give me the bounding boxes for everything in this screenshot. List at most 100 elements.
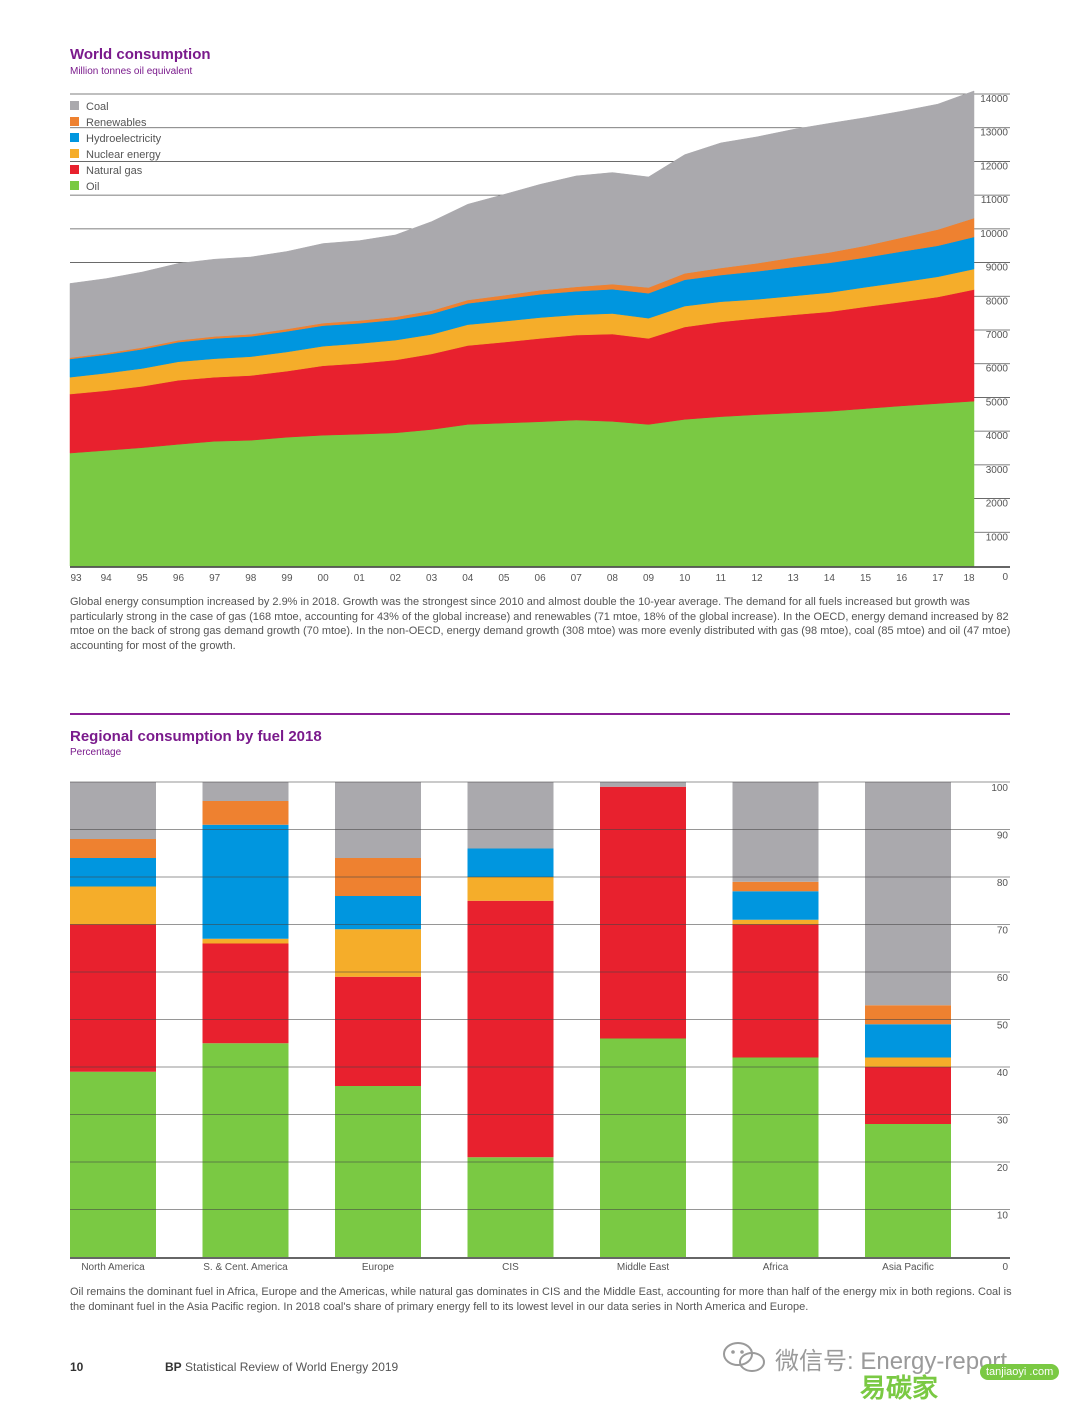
legend-swatch — [70, 181, 79, 190]
y-tick-label: 1000 — [986, 532, 1009, 543]
bar-segment-hydroelectricity — [732, 891, 819, 920]
x-tick-label: 13 — [788, 573, 800, 584]
y-tick-label: 100 — [991, 783, 1008, 794]
y-tick-label: 10000 — [980, 229, 1008, 240]
bar-segment-natural-gas — [467, 900, 554, 1158]
y-tick-label: 30 — [997, 1116, 1009, 1127]
category-label: Asia Pacific — [882, 1262, 934, 1273]
legend-label: Natural gas — [86, 165, 143, 177]
x-tick-label: 07 — [571, 573, 583, 584]
x-tick-label: 08 — [607, 573, 619, 584]
x-tick-label: 17 — [932, 573, 944, 584]
legend-swatch — [70, 117, 79, 126]
x-tick-label: 12 — [751, 573, 763, 584]
watermark-brand: 易碳家 — [860, 1373, 939, 1403]
x-tick-label: 02 — [390, 573, 402, 584]
x-tick-label: 96 — [173, 573, 185, 584]
x-tick-label: 01 — [354, 573, 366, 584]
page-number: 10 — [70, 1360, 84, 1374]
bar-segment-renewables — [202, 801, 289, 825]
bar-segment-nuclear-energy — [865, 1057, 951, 1067]
y-tick-label: 4000 — [986, 431, 1009, 442]
y-tick-label: 80 — [997, 878, 1009, 889]
y-tick-label: 5000 — [986, 397, 1009, 408]
legend-label: Renewables — [86, 117, 147, 129]
bar-segment-coal — [335, 782, 421, 858]
y-tick-label: 8000 — [986, 296, 1009, 307]
y-tick-label: 50 — [997, 1021, 1009, 1032]
legend-label: Nuclear energy — [86, 149, 161, 161]
y-tick-label: 10 — [997, 1211, 1009, 1222]
bar-segment-hydroelectricity — [202, 824, 289, 939]
x-tick-label: 94 — [101, 573, 113, 584]
y-tick-label: 2000 — [986, 499, 1009, 510]
y-tick-label: 40 — [997, 1068, 1009, 1079]
bar-segment-hydroelectricity — [335, 896, 421, 930]
bar-segment-hydroelectricity — [865, 1024, 951, 1058]
y-tick-label: 20 — [997, 1163, 1009, 1174]
y-tick-label: 9000 — [986, 263, 1009, 274]
y-tick-label: 14000 — [980, 94, 1008, 105]
legend-swatch — [70, 149, 79, 158]
y-tick-label: 13000 — [980, 128, 1008, 139]
bar-segment-hydroelectricity — [467, 848, 554, 877]
bar-segment-hydroelectricity — [70, 858, 156, 887]
regional-chart-subtitle: Percentage — [70, 747, 122, 758]
bar-segment-natural-gas — [202, 943, 289, 1044]
x-tick-label: 10 — [679, 573, 691, 584]
bar-segment-oil — [335, 1086, 421, 1257]
y-tick-label: 90 — [997, 831, 1009, 842]
bar-segment-natural-gas — [865, 1067, 951, 1124]
bar-segment-nuclear-energy — [70, 886, 156, 925]
x-tick-label: 16 — [896, 573, 908, 584]
x-tick-label: 05 — [498, 573, 510, 584]
y-tick-label: 7000 — [986, 330, 1009, 341]
bar-segment-natural-gas — [732, 924, 819, 1058]
bar-segment-nuclear-energy — [732, 919, 819, 925]
bar-segment-natural-gas — [70, 924, 156, 1072]
bar-segment-coal — [70, 782, 156, 839]
x-tick-label: 97 — [209, 573, 221, 584]
x-tick-label: 06 — [535, 573, 547, 584]
bar-segment-coal — [865, 782, 951, 1006]
bar-segment-oil — [865, 1124, 951, 1257]
bar-segment-coal — [600, 782, 686, 787]
legend-label: Coal — [86, 101, 109, 113]
bar-segment-natural-gas — [600, 786, 686, 1039]
watermark-site: tanjiaoyi .com — [980, 1364, 1060, 1380]
category-label: Europe — [362, 1262, 395, 1273]
x-tick-label: 98 — [245, 573, 257, 584]
bar-segment-renewables — [70, 839, 156, 858]
section-divider — [70, 713, 1010, 715]
bar-segment-natural-gas — [335, 976, 421, 1086]
world-consumption-chart: 0100020003000400050006000700080009000100… — [69, 90, 1010, 584]
bar-segment-nuclear-energy — [335, 929, 421, 977]
bar-segment-oil — [202, 1043, 289, 1257]
regional-chart-caption: Oil remains the dominant fuel in Africa,… — [70, 1286, 1012, 1313]
y-tick-label: 0 — [1002, 1262, 1008, 1273]
regional-chart-title: Regional consumption by fuel 2018 — [70, 728, 322, 745]
y-tick-label: 3000 — [986, 465, 1009, 476]
legend-label: Hydroelectricity — [86, 133, 162, 145]
y-tick-label: 70 — [997, 926, 1009, 937]
x-tick-label: 03 — [426, 573, 438, 584]
footer-brand: BP — [165, 1360, 182, 1374]
x-tick-label: 04 — [462, 573, 474, 584]
bar-segment-coal — [202, 782, 289, 801]
y-tick-label: 0 — [1002, 572, 1008, 583]
wechat-icon — [723, 1342, 765, 1372]
category-label: S. & Cent. America — [203, 1262, 288, 1273]
x-tick-label: 18 — [963, 573, 975, 584]
y-tick-label: 12000 — [980, 161, 1008, 172]
legend-label: Oil — [86, 181, 99, 193]
bar-segment-oil — [600, 1038, 686, 1257]
bar-segment-oil — [70, 1071, 156, 1257]
x-tick-label: 00 — [318, 573, 330, 584]
bar-segment-coal — [467, 782, 554, 849]
footer-title: Statistical Review of World Energy 2019 — [185, 1360, 399, 1374]
watermark-text: 微信号: Energy-report — [775, 1348, 1008, 1375]
x-tick-label: 99 — [281, 573, 293, 584]
category-label: Africa — [763, 1262, 789, 1273]
legend-swatch — [70, 101, 79, 110]
footer-publication: BP Statistical Review of World Energy 20… — [165, 1360, 398, 1374]
